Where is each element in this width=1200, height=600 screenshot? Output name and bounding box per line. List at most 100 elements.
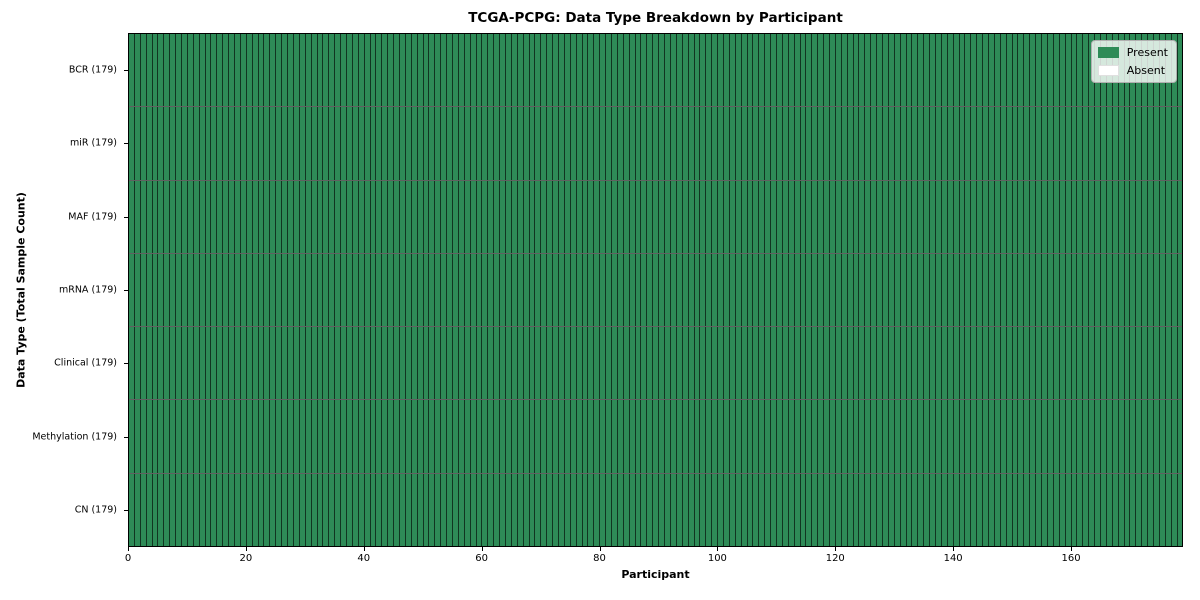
heatmap-cell (735, 253, 742, 327)
x-tick-mark (717, 547, 719, 551)
heatmap-cell (1042, 253, 1048, 327)
heatmap-cell (246, 327, 253, 400)
heatmap-cell (140, 400, 147, 473)
heatmap-cell (723, 180, 730, 253)
heatmap-cell (841, 253, 848, 327)
heatmap-cell (399, 107, 406, 180)
heatmap-cell (1083, 327, 1090, 400)
heatmap-cell (741, 327, 748, 400)
heatmap-cell (182, 180, 188, 253)
heatmap-cell (246, 400, 253, 473)
y-tick-mark (124, 216, 128, 218)
heatmap-cell (341, 34, 347, 107)
heatmap-cell (435, 107, 442, 180)
heatmap-cell (653, 327, 660, 400)
heatmap-cell (352, 400, 359, 473)
heatmap-cell (900, 180, 907, 253)
heatmap-cell (941, 327, 948, 400)
heatmap-cell (229, 400, 236, 473)
heatmap-cell (564, 400, 571, 473)
heatmap-cell (1012, 473, 1019, 546)
heatmap-cell (859, 107, 866, 180)
heatmap-cell (288, 473, 294, 546)
heatmap-cell (264, 473, 271, 546)
heatmap-cell (541, 473, 548, 546)
heatmap-cell (282, 253, 289, 327)
heatmap-cell (352, 34, 359, 107)
heatmap-cell (706, 327, 713, 400)
heatmap-cell (223, 400, 230, 473)
heatmap-cell (694, 34, 701, 107)
heatmap-cell (1024, 473, 1031, 546)
heatmap-cell (765, 400, 772, 473)
heatmap-cell (405, 34, 412, 107)
heatmap-cell (341, 327, 347, 400)
heatmap-cell (888, 34, 895, 107)
heatmap-cell (299, 327, 306, 400)
heatmap-cell (252, 400, 259, 473)
heatmap-cell (906, 34, 913, 107)
heatmap-cell (276, 180, 283, 253)
heatmap-cell (1136, 473, 1143, 546)
heatmap-cell (388, 34, 395, 107)
heatmap-cell (1118, 253, 1125, 327)
heatmap-cell (806, 180, 813, 253)
heatmap-cell (888, 253, 895, 327)
heatmap-cell (494, 327, 501, 400)
heatmap-cell (305, 107, 312, 180)
heatmap-cell (541, 327, 548, 400)
heatmap-cell (464, 327, 471, 400)
heatmap-cell (1165, 180, 1172, 253)
legend-swatch (1097, 65, 1119, 76)
heatmap-cell (1000, 180, 1007, 253)
heatmap-cell (305, 180, 312, 253)
heatmap-cell (977, 180, 984, 253)
heatmap-cell (953, 400, 960, 473)
heatmap-cell (894, 400, 901, 473)
heatmap-cell (547, 400, 554, 473)
heatmap-cell (500, 34, 506, 107)
heatmap-cell (941, 34, 948, 107)
heatmap-cell (193, 327, 200, 400)
heatmap-cell (723, 327, 730, 400)
heatmap-cell (1083, 180, 1090, 253)
heatmap-cell (423, 473, 430, 546)
heatmap-cell (405, 400, 412, 473)
heatmap-cell (1118, 180, 1125, 253)
heatmap-cell (959, 253, 966, 327)
heatmap-cell (983, 180, 990, 253)
heatmap-cell (682, 400, 689, 473)
heatmap-cell (240, 34, 247, 107)
y-tick-label: mRNA (179) (58, 284, 117, 296)
heatmap-cell (977, 253, 984, 327)
heatmap-cell (134, 180, 141, 253)
heatmap-cell (806, 327, 813, 400)
heatmap-cell (1006, 473, 1013, 546)
heatmap-cell (588, 473, 595, 546)
heatmap-cell (936, 400, 942, 473)
heatmap-cell (452, 180, 459, 253)
heatmap-cell (894, 253, 901, 327)
heatmap-cell (600, 34, 607, 107)
heatmap-cell (883, 34, 889, 107)
heatmap-cell (382, 327, 389, 400)
heatmap-cell (924, 34, 931, 107)
heatmap-cell (676, 473, 683, 546)
heatmap-cell (1065, 327, 1072, 400)
heatmap-cell (129, 473, 135, 546)
heatmap-cell (423, 180, 430, 253)
heatmap-cell (488, 327, 495, 400)
heatmap-cell (270, 400, 277, 473)
heatmap-cell (470, 34, 477, 107)
heatmap-cell (971, 34, 978, 107)
heatmap-cell (223, 253, 230, 327)
heatmap-cell (146, 327, 153, 400)
heatmap-cell (588, 400, 595, 473)
heatmap-cell (800, 253, 807, 327)
x-tick-mark (481, 547, 483, 551)
heatmap-cell (847, 180, 854, 253)
heatmap-cell (612, 473, 618, 546)
heatmap-cell (482, 180, 489, 253)
heatmap-cell (859, 34, 866, 107)
x-tick-mark (128, 547, 129, 551)
